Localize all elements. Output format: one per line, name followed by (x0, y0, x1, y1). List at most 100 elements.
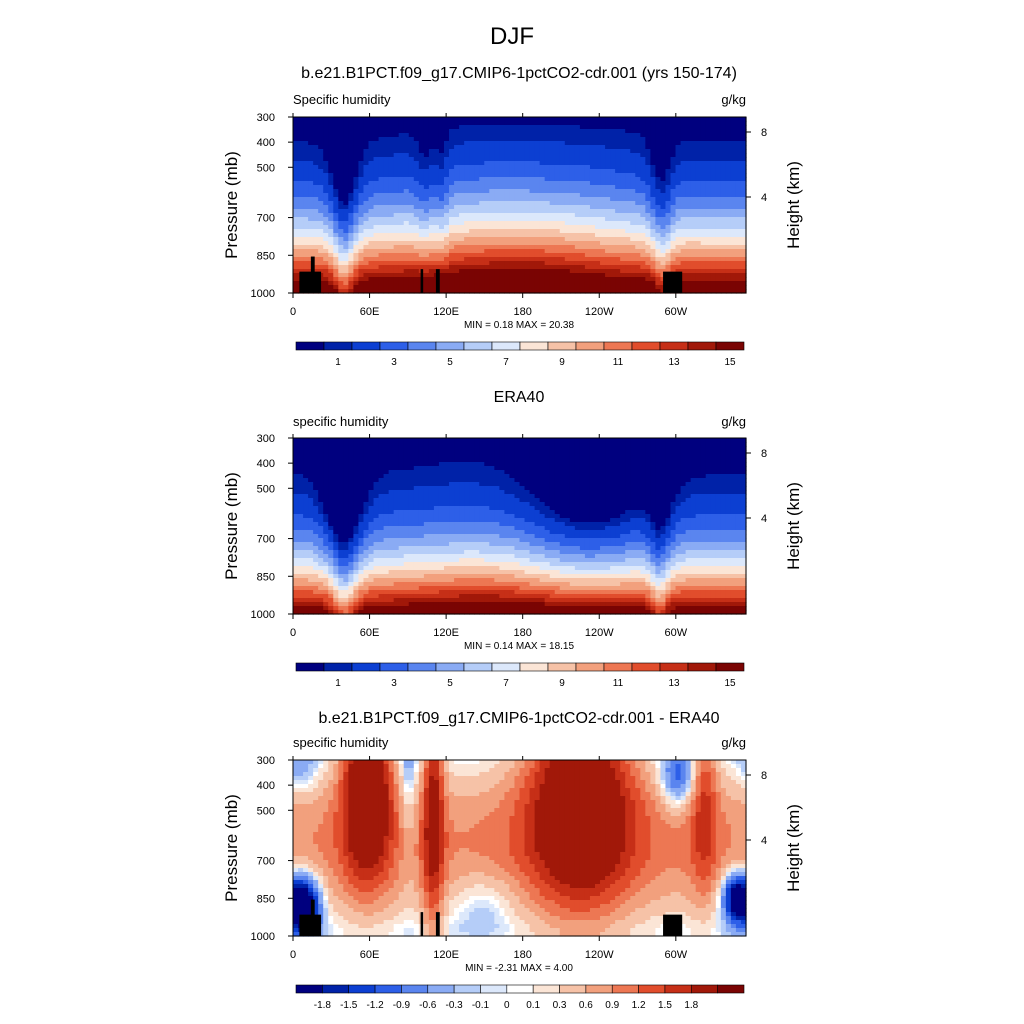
field-cell (469, 237, 475, 242)
field-cell (615, 245, 621, 250)
field-cell (353, 181, 360, 186)
field-cell (469, 442, 475, 447)
field-cell (635, 265, 641, 270)
field-cell (554, 173, 561, 178)
field-cell (459, 229, 465, 234)
field-cell (318, 450, 324, 455)
field-cell (549, 261, 556, 266)
field-cell (489, 462, 495, 467)
field-cell (504, 181, 511, 186)
field-cell (625, 157, 631, 162)
field-cell (323, 462, 329, 467)
field-cell (554, 169, 561, 174)
field-cell (710, 269, 717, 274)
field-cell (413, 249, 420, 254)
field-cell (509, 225, 516, 230)
field-cell (725, 153, 732, 158)
field-cell (363, 165, 370, 170)
field-cell (313, 241, 319, 246)
field-cell (509, 438, 516, 443)
variable-label: Specific humidity (293, 92, 391, 107)
field-cell (308, 177, 314, 182)
field-cell (660, 462, 667, 467)
field-cell (720, 217, 727, 222)
field-cell (600, 209, 606, 214)
field-cell (620, 193, 626, 198)
field-cell (333, 149, 339, 154)
field-cell (554, 285, 561, 290)
field-cell (670, 125, 677, 130)
field-cell (720, 285, 727, 290)
field-cell (705, 145, 712, 150)
field-cell (670, 173, 677, 178)
field-cell (564, 169, 571, 174)
field-cell (464, 145, 470, 150)
field-cell (368, 117, 375, 122)
field-cell (675, 141, 682, 146)
field-cell (479, 125, 485, 130)
field-cell (313, 197, 319, 202)
field-cell (393, 149, 400, 154)
field-cell (514, 281, 521, 286)
field-cell (690, 177, 697, 182)
field-cell (705, 229, 712, 234)
field-cell (640, 265, 646, 270)
field-cell (368, 249, 375, 254)
field-cell (579, 121, 586, 126)
field-cell (680, 454, 687, 459)
field-cell (615, 201, 621, 206)
field-cell (610, 285, 616, 290)
field-cell (534, 189, 541, 194)
field-cell (393, 141, 400, 146)
field-cell (589, 470, 596, 475)
field-cell (554, 217, 561, 222)
field-cell (343, 129, 349, 134)
field-cell (343, 289, 349, 294)
field-cell (378, 209, 385, 214)
field-cell (504, 253, 511, 258)
field-cell (499, 161, 505, 166)
field-cell (449, 205, 455, 210)
field-cell (459, 277, 465, 282)
field-cell (303, 249, 309, 254)
field-cell (675, 237, 682, 242)
field-cell (600, 153, 606, 158)
field-cell (640, 165, 646, 170)
field-cell (363, 173, 370, 178)
field-cell (333, 161, 339, 166)
field-cell (358, 137, 365, 142)
field-cell (504, 161, 511, 166)
field-cell (494, 229, 500, 234)
field-cell (605, 173, 611, 178)
field-cell (650, 245, 656, 250)
field-cell (675, 446, 682, 451)
field-cell (348, 233, 354, 238)
field-cell (559, 454, 566, 459)
field-cell (519, 149, 526, 154)
field-cell (615, 442, 621, 447)
field-cell (413, 117, 420, 122)
field-cell (353, 285, 360, 290)
field-cell (705, 117, 712, 122)
field-cell (650, 201, 656, 206)
field-cell (373, 209, 380, 214)
field-cell (730, 462, 737, 467)
field-cell (343, 277, 349, 282)
field-cell (358, 253, 365, 258)
field-cell (343, 253, 349, 258)
field-cell (660, 197, 667, 202)
field-cell (534, 137, 541, 142)
field-cell (363, 241, 370, 246)
field-cell (625, 169, 631, 174)
field-cell (595, 446, 601, 451)
field-cell (569, 474, 576, 479)
field-cell (499, 458, 505, 463)
field-cell (298, 257, 304, 262)
field-cell (428, 129, 435, 134)
field-cell (393, 125, 400, 130)
field-cell (705, 241, 712, 246)
field-cell (423, 193, 430, 198)
field-cell (423, 277, 430, 282)
field-cell (438, 237, 445, 242)
field-cell (313, 438, 319, 443)
